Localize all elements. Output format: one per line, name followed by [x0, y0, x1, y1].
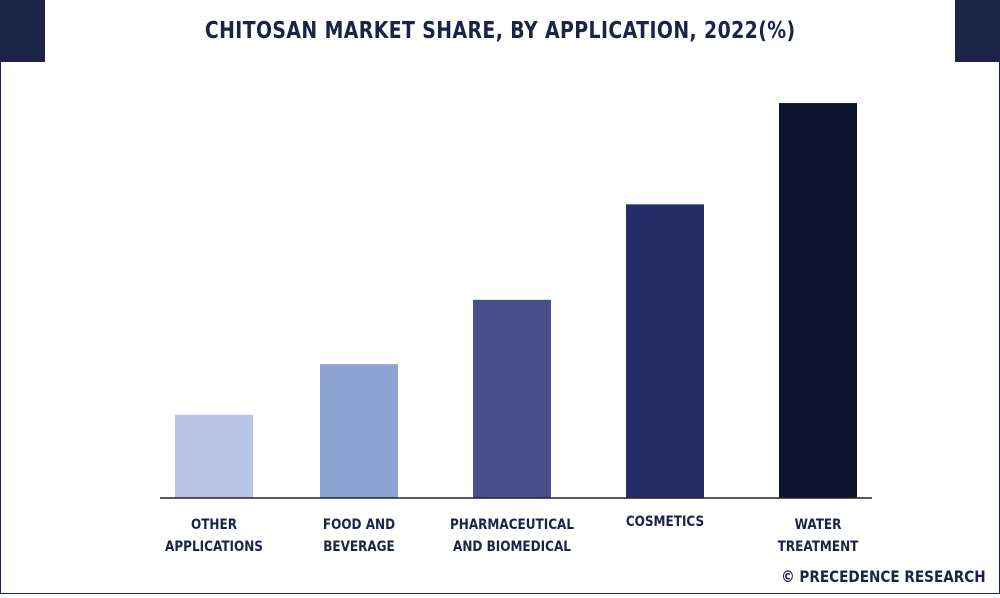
title-box: CHITOSAN MARKET SHARE, BY APPLICATION, 2… [45, 0, 955, 62]
bar-0 [175, 415, 253, 498]
title-corner-right [955, 0, 1000, 62]
bar-3 [626, 204, 704, 498]
chart-title: CHITOSAN MARKET SHARE, BY APPLICATION, 2… [205, 18, 796, 44]
x-tick-label-3: COSMETICS [626, 514, 704, 530]
brand-watermark: © PRECEDENCE RESEARCH [781, 567, 986, 586]
title-corner-left [0, 0, 45, 62]
bar-2 [473, 300, 551, 498]
bar-4 [779, 103, 857, 498]
bar-1 [320, 364, 398, 498]
